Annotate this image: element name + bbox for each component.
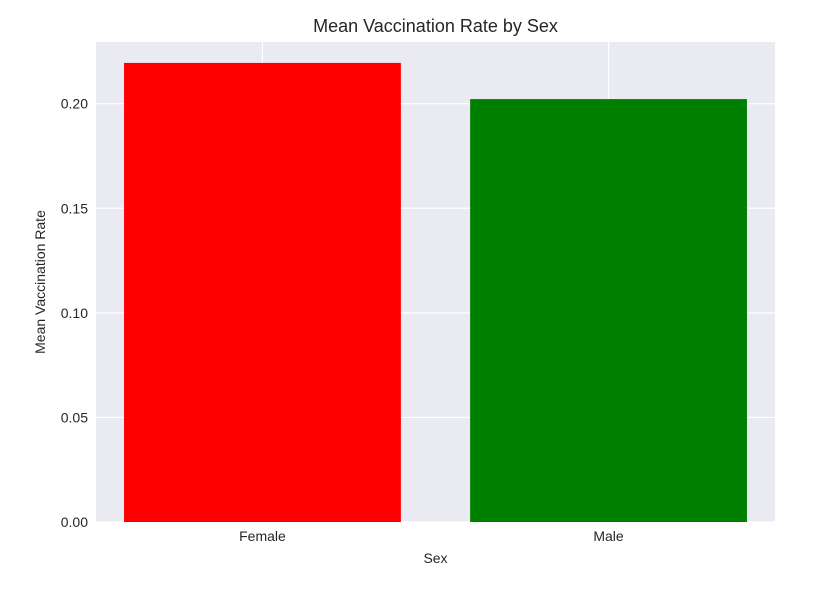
y-axis-label: Mean Vaccination Rate [32, 210, 48, 354]
y-tick-labels: 0.00 0.05 0.10 0.15 0.20 [61, 96, 88, 530]
y-tick-label: 0.15 [61, 200, 88, 216]
x-axis-label: Sex [423, 550, 447, 566]
x-tick-labels: Female Male [239, 528, 624, 544]
chart-title: Mean Vaccination Rate by Sex [313, 16, 558, 36]
bar-male [470, 99, 747, 523]
bars [124, 62, 747, 523]
x-tick-label: Female [239, 528, 286, 544]
y-tick-label: 0.20 [61, 96, 88, 112]
y-tick-label: 0.05 [61, 409, 88, 425]
y-tick-label: 0.00 [61, 514, 88, 530]
x-tick-label: Male [593, 528, 624, 544]
y-tick-label: 0.10 [61, 305, 88, 321]
bar-female [124, 62, 401, 522]
